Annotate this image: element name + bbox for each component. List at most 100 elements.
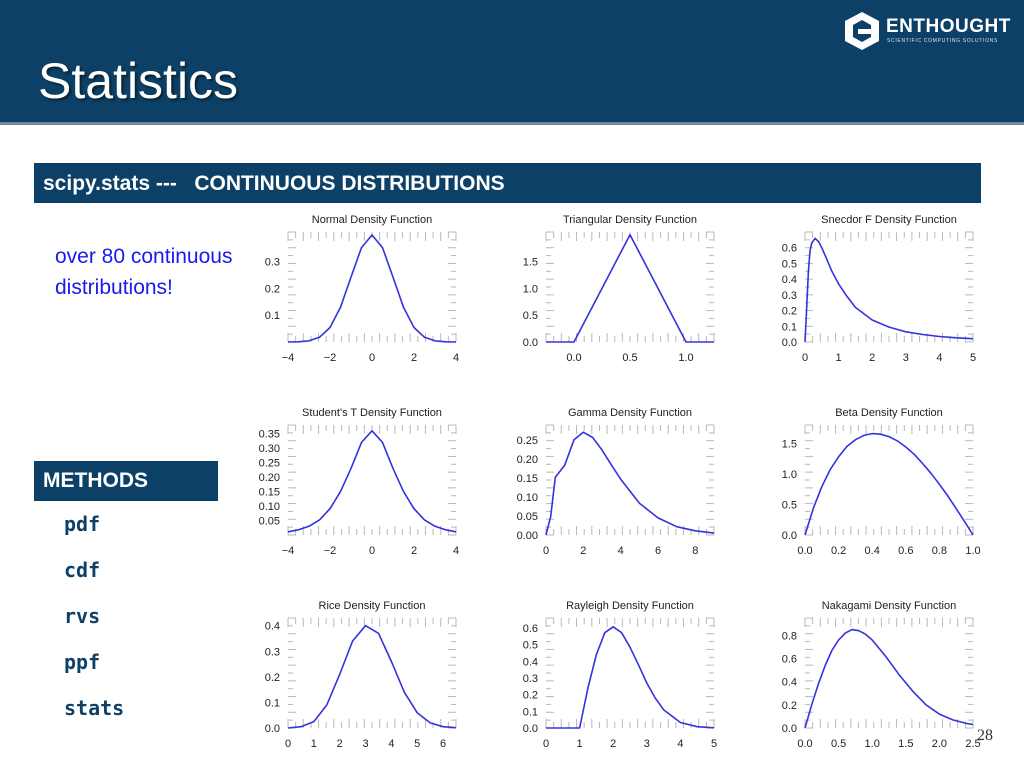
density-curve — [804, 237, 974, 343]
x-tick-label: 0.6 — [898, 545, 913, 557]
y-tick-label: 0.2 — [265, 672, 280, 684]
y-tick-label: 0.05 — [517, 511, 538, 523]
y-tick-label: 0.6 — [523, 623, 538, 635]
frame-ticks — [804, 617, 974, 729]
x-tick-label: 4 — [388, 738, 394, 750]
y-tick-label: 0.3 — [265, 257, 280, 269]
y-tick-label: 0.5 — [782, 258, 797, 270]
y-tick-label: 0.5 — [523, 310, 538, 322]
y-tick-label: 0.0 — [782, 723, 797, 735]
density-curve — [804, 432, 974, 536]
y-tick-label: 0.15 — [517, 473, 538, 485]
x-tick-label: 5 — [970, 352, 976, 364]
y-tick-label: 0.2 — [265, 283, 280, 295]
x-tick-label: 0 — [543, 738, 549, 750]
chart-2: Snecdor F Density Function 0 1 2 3 4 5 0.0 0.1 0.… — [782, 214, 976, 364]
chart-title: Rayleigh Density Function — [566, 600, 694, 612]
enthought-logo-icon — [845, 12, 879, 50]
y-tick-label: 0.2 — [782, 700, 797, 712]
y-tick-label: 0.4 — [782, 677, 797, 689]
y-tick-label: 0.5 — [523, 640, 538, 652]
density-curve — [804, 628, 974, 729]
y-tick-label: 0.0 — [265, 723, 280, 735]
x-tick-label: 1 — [311, 738, 317, 750]
method-rvs: rvs — [64, 604, 101, 628]
y-tick-label: 0.0 — [523, 723, 538, 735]
x-tick-label: 6 — [655, 545, 661, 557]
x-tick-label: 0 — [369, 352, 375, 364]
chart-title: Rice Density Function — [319, 600, 426, 612]
y-tick-label: 1.0 — [523, 283, 538, 295]
frame-ticks — [287, 617, 457, 729]
distribution-count-note: over 80 continuous distributions! — [55, 245, 233, 299]
density-curve — [287, 234, 457, 343]
x-tick-label: 4 — [453, 352, 459, 364]
y-tick-label: 0.3 — [265, 646, 280, 658]
y-tick-label: 0.4 — [265, 621, 280, 633]
x-tick-label: 1.0 — [965, 545, 980, 557]
x-tick-label: 4 — [618, 545, 624, 557]
methods-list: pdf cdf rvs ppf stats — [64, 510, 124, 740]
x-tick-label: 4 — [677, 738, 683, 750]
density-curve — [545, 431, 715, 536]
frame-ticks — [287, 231, 457, 343]
x-tick-label: −4 — [282, 545, 295, 557]
x-tick-label: 3 — [903, 352, 909, 364]
chart-title: Nakagami Density Function — [822, 600, 957, 612]
frame-ticks — [545, 617, 715, 729]
y-tick-label: 0.5 — [782, 499, 797, 511]
x-tick-label: −4 — [282, 352, 295, 364]
chart-7: Rayleigh Density Function 0 1 2 3 4 5 0.0 0.1 0.2… — [523, 600, 717, 750]
frame-ticks — [287, 424, 457, 536]
x-tick-label: 0.0 — [566, 352, 581, 364]
x-tick-label: 1.0 — [678, 352, 693, 364]
x-tick-label: 5 — [711, 738, 717, 750]
chart-title: Beta Density Function — [835, 407, 943, 419]
y-tick-label: 0.1 — [265, 697, 280, 709]
y-tick-label: 0.3 — [523, 673, 538, 685]
logo-wordmark: ENTHOUGHT — [886, 16, 1011, 37]
chart-1: Triangular Density Function 0.0 0.5 1.0 0.0 0… — [523, 214, 715, 364]
x-tick-label: 0.8 — [932, 545, 947, 557]
x-tick-label: −2 — [324, 545, 337, 557]
x-tick-label: 0.2 — [831, 545, 846, 557]
x-tick-label: 0.5 — [831, 738, 846, 750]
x-tick-label: −2 — [324, 352, 337, 364]
logo-tagline: SCIENTIFIC COMPUTING SOLUTIONS — [887, 38, 999, 44]
chart-6: Rice Density Function 0 1 2 3 4 5 6 0.0 0.1 0.2 0.3… — [265, 600, 457, 750]
x-tick-label: 1 — [836, 352, 842, 364]
y-tick-label: 0.30 — [259, 443, 280, 455]
x-tick-label: 0.5 — [622, 352, 637, 364]
y-tick-label: 0.15 — [259, 487, 280, 499]
x-tick-label: 1.0 — [865, 738, 880, 750]
y-tick-label: 0.35 — [259, 429, 280, 441]
chart-title: Triangular Density Function — [563, 214, 697, 226]
y-tick-label: 0.20 — [259, 472, 280, 484]
y-tick-label: 1.0 — [782, 469, 797, 481]
x-tick-label: 2.5 — [965, 738, 980, 750]
x-tick-label: 2 — [411, 352, 417, 364]
page-number: 28 — [977, 727, 993, 744]
y-tick-label: 0.10 — [259, 501, 280, 513]
frame-ticks — [545, 231, 715, 343]
y-tick-label: 0.1 — [265, 310, 280, 322]
y-tick-label: 0.4 — [782, 274, 797, 286]
frame-ticks — [804, 231, 974, 343]
x-tick-label: 0.4 — [865, 545, 880, 557]
density-curve — [287, 624, 457, 729]
x-tick-label: 1 — [577, 738, 583, 750]
y-tick-label: 0.6 — [782, 654, 797, 666]
x-tick-label: 0 — [543, 545, 549, 557]
y-tick-label: 0.20 — [517, 454, 538, 466]
x-tick-label: 1.5 — [898, 738, 913, 750]
slide-header: Statistics ENTHOUGHT SCIENTIFIC COMPUTIN… — [0, 0, 1024, 125]
x-tick-label: 4 — [936, 352, 942, 364]
x-tick-label: 2.0 — [932, 738, 947, 750]
chart-4: Gamma Density Function 0 2 4 6 8 0.00 0.05 0.10 0… — [517, 407, 715, 557]
y-tick-label: 0.2 — [782, 306, 797, 318]
chart-3: Student's T Density Function −4 −2 0 2 4 0.05 0… — [259, 407, 459, 557]
method-cdf: cdf — [64, 558, 101, 582]
section-header: scipy.stats --- CONTINUOUS DISTRIBUTIONS — [43, 172, 505, 195]
y-tick-label: 0.25 — [259, 458, 280, 470]
